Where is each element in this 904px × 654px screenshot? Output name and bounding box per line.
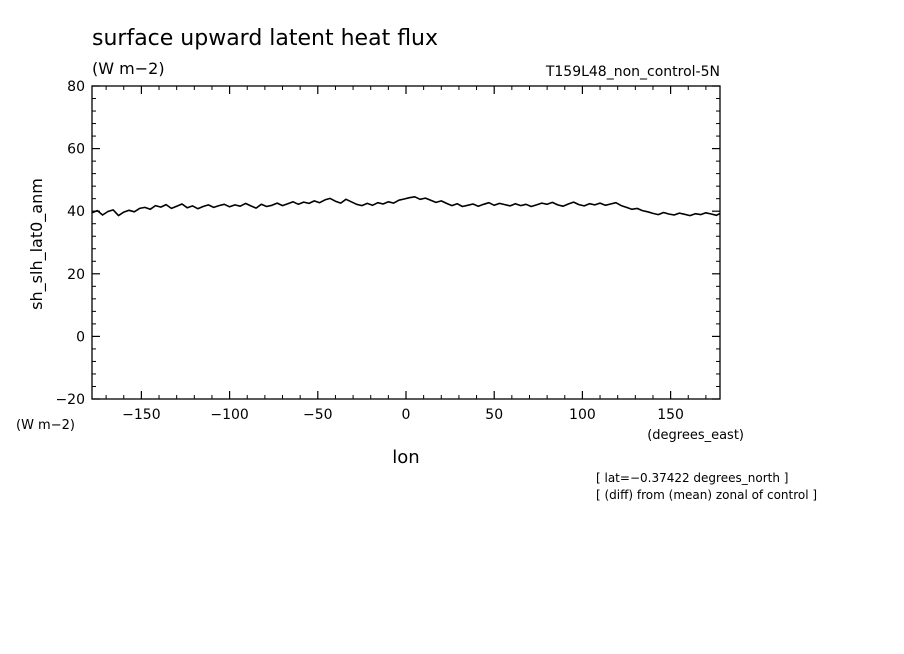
chart-title: surface upward latent heat flux [92, 26, 438, 51]
series-line [91, 196, 721, 217]
y-tick-label: 60 [67, 142, 85, 158]
x-tick-label: 0 [402, 407, 411, 423]
x-axis-units: (degrees_east) [647, 428, 744, 443]
x-tick-label: −150 [122, 407, 160, 423]
annotation-lat: [ lat=−0.37422 degrees_north ] [596, 471, 788, 485]
run-label: T159L48_non_control-5N [545, 64, 720, 80]
x-axis-label: lon [392, 447, 419, 468]
plot-area: −150 −100 −50 0 50 100 150 −20 0 20 40 60 80 [55, 79, 721, 423]
y-tick-label: 40 [67, 204, 85, 220]
y-tick-label: 80 [67, 79, 85, 95]
y-tick-label: 0 [76, 329, 85, 345]
y-axis-units: (W m−2) [16, 418, 75, 433]
x-tick-label: −100 [210, 407, 248, 423]
x-tick-label: −50 [303, 407, 333, 423]
x-tick-label: 50 [485, 407, 503, 423]
annotation-diff: [ (diff) from (mean) zonal of control ] [596, 488, 817, 502]
y-tick-label: 20 [67, 267, 85, 283]
plot-frame [91, 85, 721, 400]
y-tick-label: −20 [55, 392, 85, 408]
chart-subtitle: (W m−2) [92, 59, 165, 78]
x-tick-label: 150 [657, 407, 684, 423]
x-tick-label: 100 [569, 407, 596, 423]
y-axis-label: sh_slh_lat0_anm [27, 178, 47, 310]
